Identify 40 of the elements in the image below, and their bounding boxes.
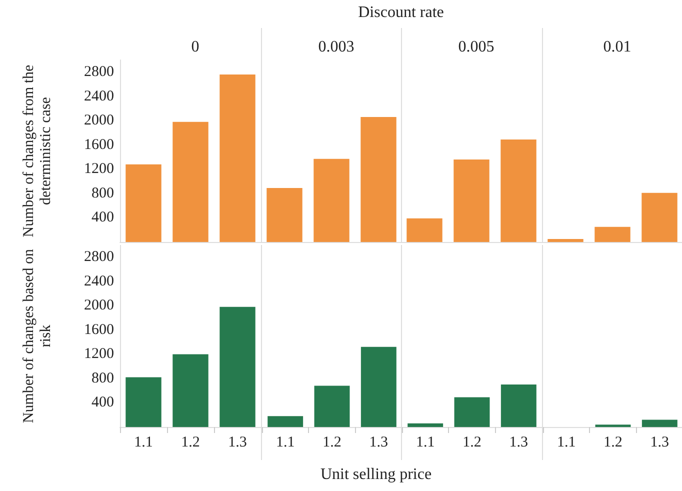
y-tick-label: 1600 [84, 322, 114, 338]
x-tick-label: 1.3 [228, 434, 247, 450]
y-axis-title: Number of changes based on risk [21, 248, 55, 426]
x-tick-label: 1.2 [462, 434, 482, 450]
x-axis-title: Unit selling price [319, 466, 433, 484]
bar [220, 306, 256, 427]
y-tick-label: 800 [92, 185, 114, 202]
bar [172, 122, 208, 242]
y-tick-label: 1200 [84, 346, 114, 362]
x-tick-label: 1.1 [556, 434, 576, 450]
chart-title: 0.003 [318, 38, 354, 56]
y-tick-label: 1600 [84, 136, 114, 153]
x-tick-label: 1.3 [509, 434, 528, 450]
x-tick-label: 1.3 [368, 434, 388, 450]
bar [220, 74, 256, 242]
bar [126, 377, 162, 427]
x-tick-label: 1.2 [181, 434, 200, 450]
x-tick-label: 1.1 [416, 434, 435, 450]
x-tick-label: 1.1 [275, 434, 294, 450]
chart-title: 0.01 [602, 38, 631, 56]
bar [126, 164, 162, 242]
y-tick-label: 800 [92, 370, 114, 386]
x-tick-label: 1.2 [603, 434, 622, 450]
x-tick-label: 1.1 [134, 434, 153, 450]
y-tick-label: 2800 [84, 249, 114, 266]
bar [172, 354, 208, 427]
y-tick-label: 400 [92, 394, 114, 411]
x-tick-label: 1.2 [322, 434, 341, 450]
chart-title: 0.005 [458, 38, 494, 56]
chart-title: 0 [191, 38, 200, 56]
y-tick-label: 2000 [84, 298, 114, 314]
y-tick-label: 2000 [84, 112, 114, 129]
text: Discount rate [357, 4, 445, 22]
y-axis-title: Number of changes from the deterministic case [21, 64, 55, 240]
y-tick-label: 2800 [84, 64, 114, 80]
y-tick-label: 2400 [84, 88, 114, 104]
x-tick-label: 1.3 [650, 434, 669, 450]
y-tick-label: 1200 [84, 161, 114, 178]
y-tick-label: 400 [92, 210, 114, 226]
y-tick-label: 2400 [84, 273, 114, 290]
